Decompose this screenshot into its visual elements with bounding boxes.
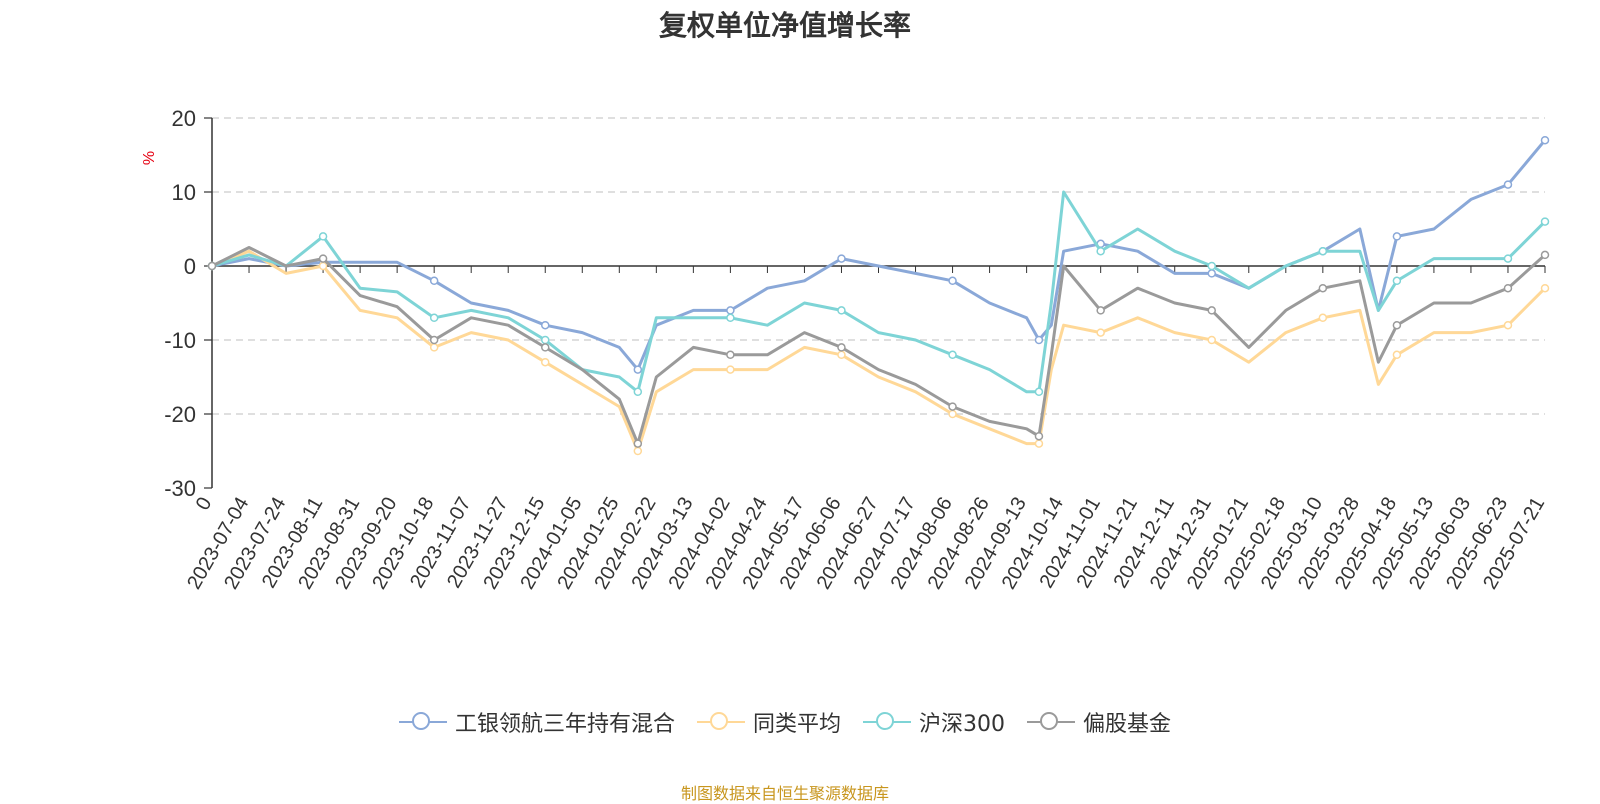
data-point	[633, 387, 643, 397]
data-point	[837, 254, 846, 263]
legend-swatch-icon	[696, 712, 745, 732]
data-point	[1392, 232, 1402, 241]
legend-label: 偏股基金	[1083, 712, 1172, 737]
data-point	[541, 320, 550, 330]
data-point	[948, 409, 957, 419]
data-point	[541, 343, 550, 352]
data-point	[541, 335, 550, 345]
x-tick-label: 0	[192, 494, 217, 515]
data-point	[318, 254, 328, 263]
series-peer_avg	[207, 249, 1550, 456]
data-point	[726, 306, 735, 315]
data-point	[633, 446, 643, 456]
data-point	[1096, 246, 1105, 256]
data-point	[429, 313, 439, 323]
data-point	[429, 343, 439, 352]
data-point	[1540, 217, 1550, 226]
data-point	[633, 439, 643, 448]
y-tick-label: -20	[164, 402, 196, 427]
data-point	[726, 350, 735, 360]
series-equity_bias	[207, 246, 1550, 448]
data-point	[1034, 387, 1044, 397]
data-point	[318, 232, 328, 241]
data-point	[1392, 276, 1402, 286]
series-lines	[207, 135, 1550, 456]
data-point	[948, 276, 957, 286]
y-tick-label: -10	[164, 328, 196, 353]
data-point	[1207, 335, 1216, 345]
data-point	[726, 365, 735, 374]
data-point	[837, 343, 846, 352]
data-point	[207, 261, 217, 271]
series-line	[210, 246, 1547, 446]
legend-item-peer_avg[interactable]: 同类平均	[696, 706, 841, 738]
data-point	[1096, 328, 1105, 337]
data-point	[633, 365, 643, 374]
data-point	[1096, 306, 1105, 315]
data-point	[1207, 261, 1216, 271]
source-note: 制图数据来自恒生聚源数据库	[680, 784, 889, 803]
data-point	[1034, 431, 1044, 441]
legend-swatch-icon	[1027, 712, 1075, 732]
legend-label: 工银领航三年持有混合	[454, 712, 675, 737]
data-point	[1207, 306, 1216, 315]
data-point	[318, 261, 328, 271]
series-line	[210, 249, 1547, 453]
series-line	[210, 138, 1547, 372]
data-point	[948, 402, 957, 411]
legend-swatch-icon	[863, 712, 911, 732]
chart-title: 复权单位净值增长率	[658, 9, 911, 42]
data-point	[1503, 254, 1513, 263]
legend-item-fund[interactable]: 工银领航三年持有混合	[398, 706, 675, 738]
data-point	[1392, 320, 1402, 330]
data-point	[1392, 350, 1402, 360]
data-point	[1034, 335, 1044, 345]
data-point	[1318, 313, 1328, 323]
data-point	[1207, 269, 1216, 278]
series-fund	[207, 135, 1550, 374]
data-point	[1318, 246, 1328, 256]
legend-item-csi300[interactable]: 沪深300	[863, 706, 1005, 738]
data-point	[1318, 283, 1328, 293]
data-point	[948, 350, 957, 360]
data-point	[1540, 135, 1550, 145]
data-point	[837, 306, 846, 315]
data-point	[1503, 283, 1513, 293]
data-point	[429, 276, 439, 286]
y-axis-label: %	[141, 151, 158, 165]
legend-label: 沪深300	[919, 712, 1005, 737]
legend: 工银领航三年持有混合 同类平均 沪深300 偏股基金	[0, 706, 1570, 738]
y-tick-label: 0	[184, 254, 196, 279]
data-point	[541, 357, 550, 367]
data-point	[1540, 250, 1550, 260]
axes: 20100-10-20-3002023-07-042023-07-242023-…	[164, 106, 1549, 593]
data-point	[1540, 283, 1550, 293]
data-point	[1034, 439, 1044, 448]
legend-item-equity_bias[interactable]: 偏股基金	[1027, 706, 1171, 738]
legend-swatch-icon	[398, 712, 447, 732]
series-line	[210, 190, 1547, 394]
data-point	[726, 313, 735, 323]
data-point	[429, 335, 439, 345]
legend-label: 同类平均	[752, 712, 841, 737]
data-point	[1503, 180, 1513, 189]
y-tick-label: 20	[172, 106, 196, 131]
y-tick-label: -30	[164, 476, 196, 501]
series-csi300	[207, 190, 1550, 397]
y-tick-label: 10	[172, 180, 196, 205]
data-point	[1503, 320, 1513, 330]
data-point	[837, 350, 846, 360]
